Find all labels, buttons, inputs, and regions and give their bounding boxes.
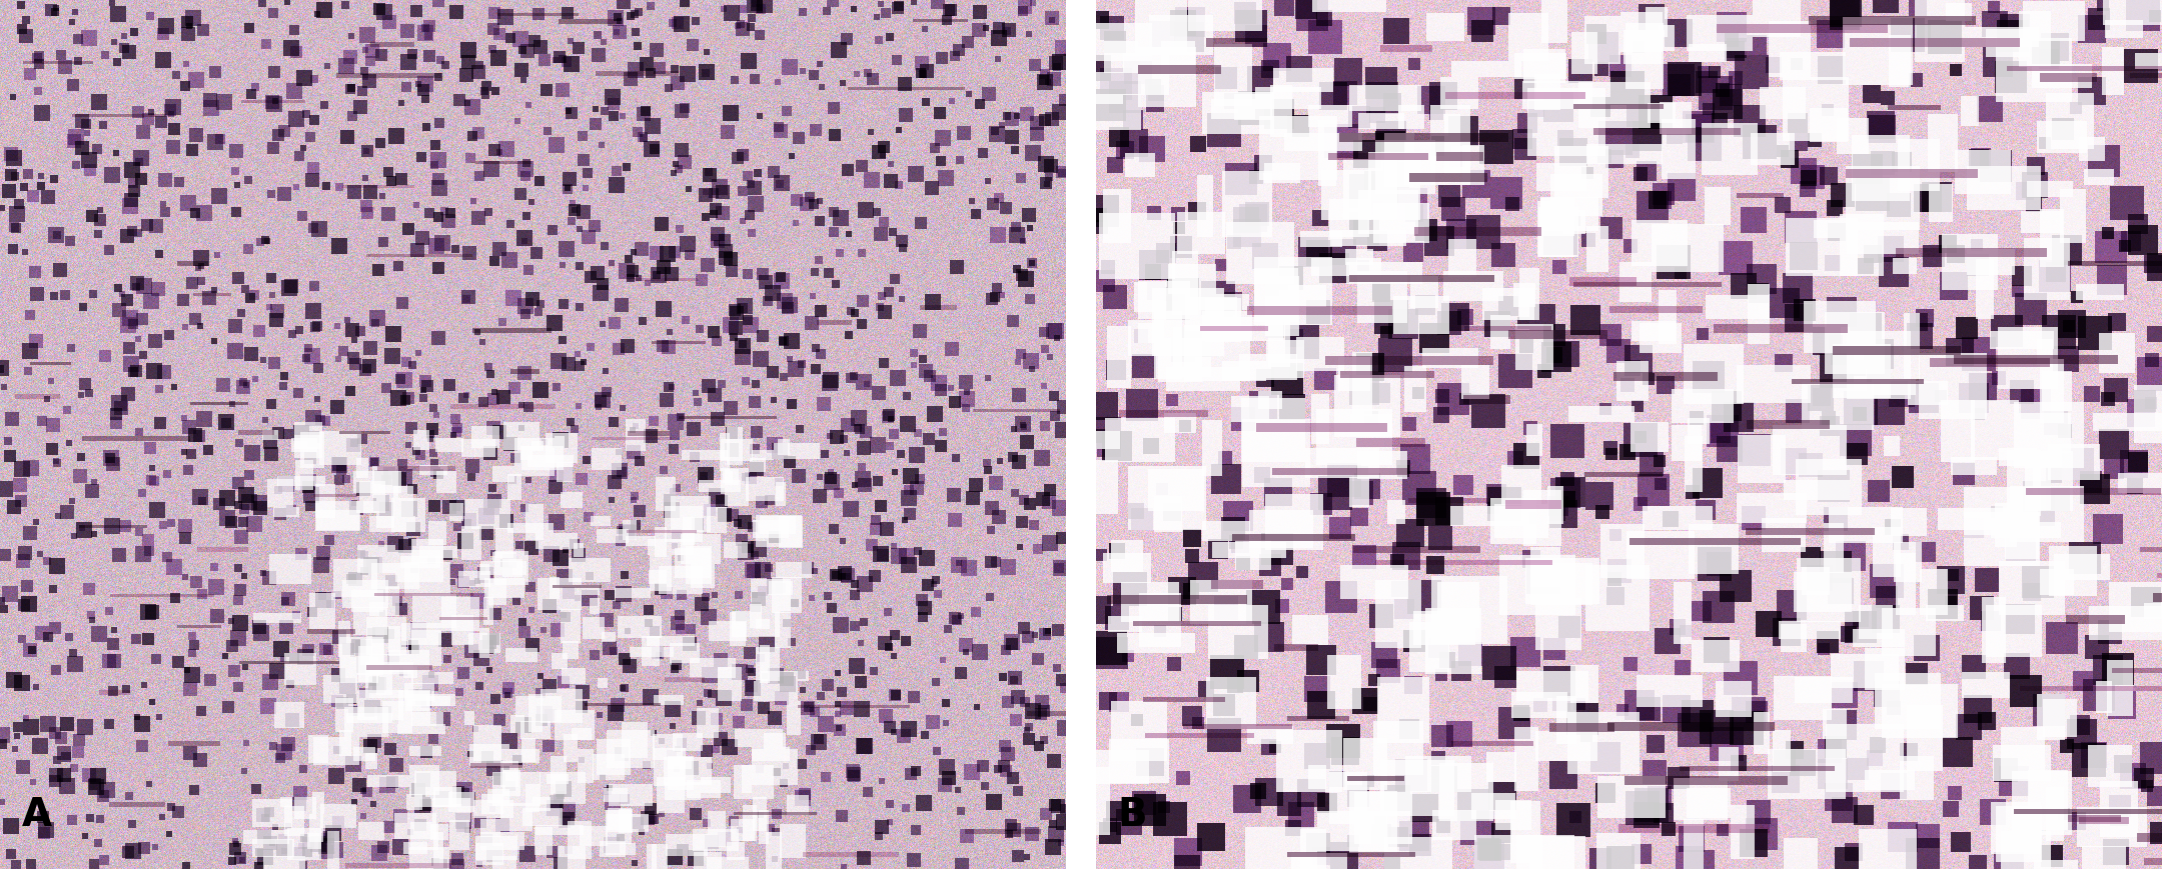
Text: B: B <box>1118 796 1148 834</box>
Text: A: A <box>22 796 52 834</box>
